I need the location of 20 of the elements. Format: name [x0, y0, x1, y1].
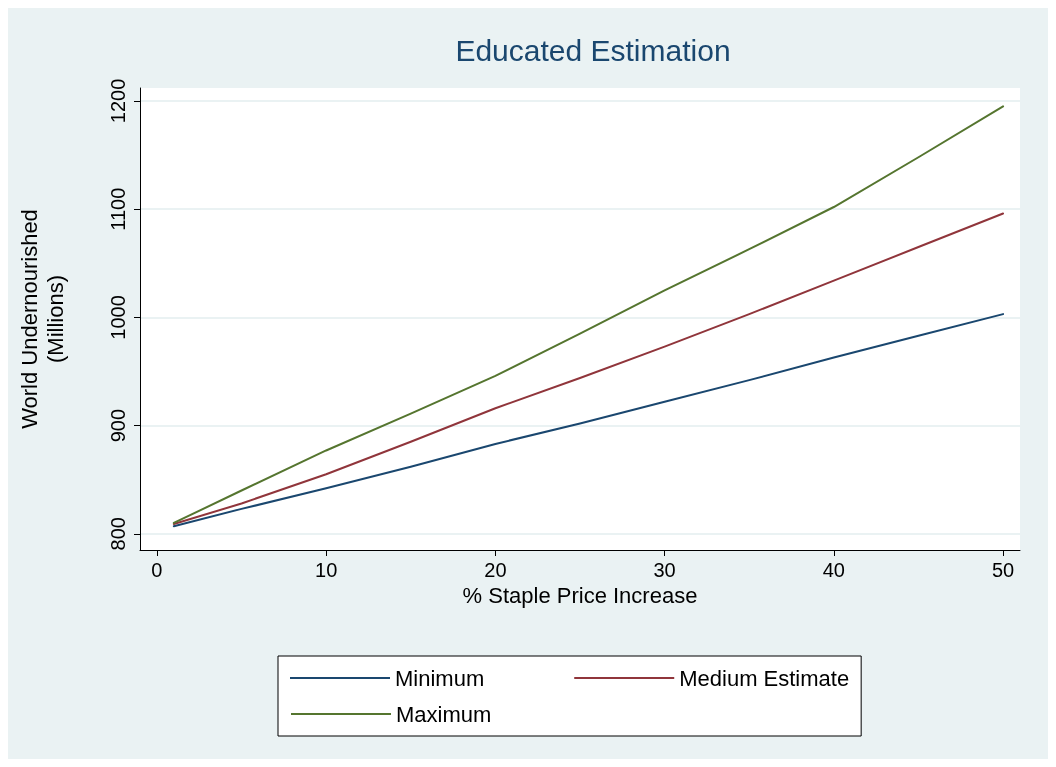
y-tick-label: 1100: [107, 187, 129, 231]
x-tick-label: 30: [653, 559, 676, 581]
legend-label: Medium Estimate: [679, 665, 850, 691]
y-axis-title: World Undernourished (Millions): [16, 209, 68, 429]
legend-label: Maximum: [396, 701, 492, 727]
line-series: [172, 313, 1005, 528]
y-tick-label: 800: [107, 517, 129, 551]
x-tick-label: 10: [315, 559, 338, 581]
x-tick-label: 20: [484, 559, 507, 581]
chart-title: Educated Estimation: [455, 33, 731, 67]
y-tick-label: 900: [107, 408, 129, 443]
x-axis-title: % Staple Price Increase: [462, 583, 698, 609]
line-series: [172, 212, 1005, 526]
x-tick-label: 40: [822, 559, 845, 581]
y-tick-label: 1000: [107, 295, 129, 340]
y-tick-label: 1200: [107, 78, 129, 124]
legend-label: Minimum: [395, 665, 485, 691]
line-series: [172, 105, 1005, 524]
x-tick-label: 50: [991, 559, 1015, 581]
x-tick-label: 0: [151, 559, 163, 581]
